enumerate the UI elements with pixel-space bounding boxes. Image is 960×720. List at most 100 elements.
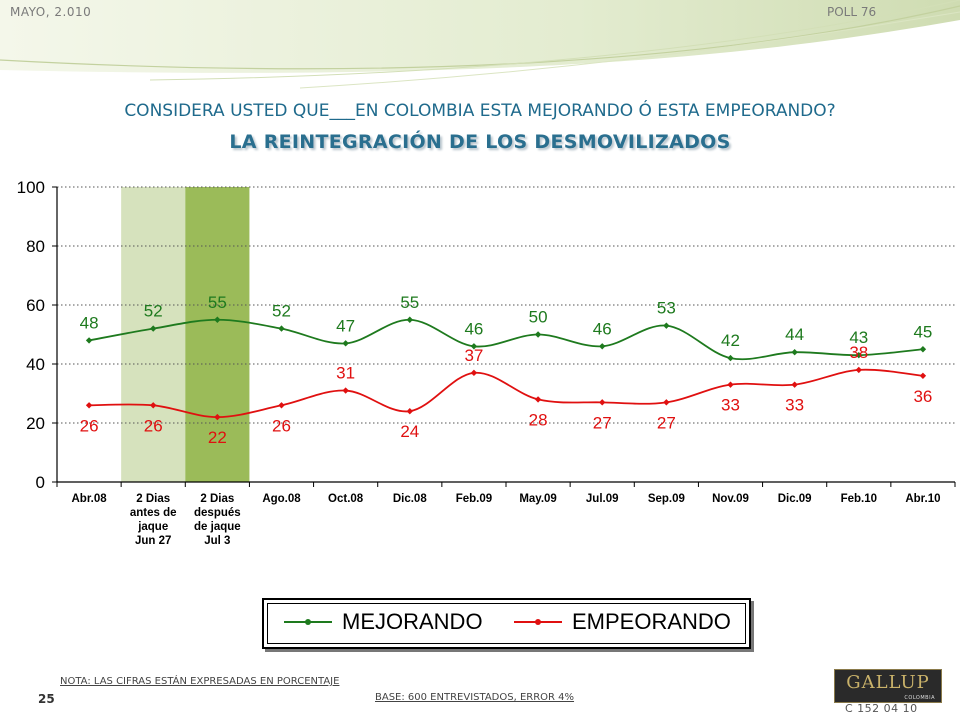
data-label-mejorando: 46: [464, 319, 483, 338]
data-label-mejorando: 42: [721, 331, 740, 350]
data-point-empeorando: [150, 402, 157, 409]
x-tick-label: Oct.08: [328, 493, 364, 505]
x-tick-label: Abr.08: [71, 493, 107, 505]
data-label-empeorando: 27: [593, 413, 612, 432]
data-point-mejorando: [599, 343, 606, 350]
data-label-mejorando: 52: [144, 302, 163, 321]
data-point-mejorando: [727, 354, 734, 362]
x-tick-label: Feb.09: [456, 493, 492, 505]
note-text: NOTA: LAS CIFRAS ESTÁN EXPRESADAS EN POR…: [60, 676, 340, 687]
document-code: C 152 04 10: [845, 702, 918, 715]
header-date: MAYO, 2.010: [10, 5, 92, 19]
data-label-empeorando: 31: [336, 364, 355, 383]
x-tick-label: después: [194, 507, 241, 519]
data-label-empeorando: 26: [80, 416, 99, 435]
gallup-logo: GALLUP COLOMBIA: [834, 669, 942, 703]
data-point-empeorando: [406, 408, 413, 415]
data-point-empeorando: [727, 381, 734, 388]
data-label-mejorando: 55: [208, 293, 227, 312]
x-tick-label: Feb.10: [841, 493, 877, 505]
data-point-mejorando: [214, 316, 221, 323]
header-poll: POLL 76: [827, 5, 877, 19]
data-point-empeorando: [663, 399, 670, 406]
legend-mejorando-marker: [284, 619, 332, 625]
legend-mejorando-label: MEJORANDO: [342, 609, 483, 634]
data-label-mejorando: 43: [849, 328, 868, 347]
x-tick-label: Ago.08: [262, 493, 301, 505]
data-point-mejorando: [534, 331, 542, 338]
legend-empeorando-label: EMPEORANDO: [572, 609, 731, 634]
data-point-mejorando: [663, 322, 670, 329]
x-tick-label: Dic.09: [778, 493, 812, 505]
legend-empeorando-marker: [514, 619, 562, 625]
x-tick-label: Abr.10: [905, 493, 940, 505]
data-label-mejorando: 55: [400, 293, 419, 312]
data-label-mejorando: 44: [785, 325, 804, 344]
data-point-empeorando: [599, 399, 606, 406]
line-chart: 0 20 40 60 80 100 Abr.08 2 Dias antes de jaque Jun…: [17, 178, 956, 547]
y-tick-label: 0: [36, 473, 45, 492]
data-label-empeorando: 33: [721, 396, 740, 415]
y-tick-label: 20: [26, 414, 45, 433]
header-swoosh: [0, 0, 960, 89]
data-label-empeorando: 24: [400, 422, 419, 441]
data-point-empeorando: [342, 387, 349, 394]
legend-inner-frame: [267, 603, 746, 644]
series-line-mejorando: [88, 318, 924, 361]
logo-subtext: COLOMBIA: [904, 695, 935, 701]
x-tick-label: Jul 3: [204, 535, 230, 547]
highlight-band-1: [185, 187, 250, 482]
data-point-mejorando: [791, 349, 798, 356]
data-label-empeorando: 28: [529, 410, 548, 429]
y-tick-label: 40: [26, 355, 45, 374]
data-label-mejorando: 48: [80, 313, 99, 332]
x-tick-label: Sep.09: [648, 493, 685, 505]
chart-legend: MEJORANDO EMPEORANDO: [262, 598, 751, 649]
data-point-empeorando: [534, 396, 542, 403]
data-point-empeorando: [278, 402, 285, 409]
x-tick-label: jaque: [137, 521, 168, 533]
data-point-empeorando: [791, 381, 798, 388]
data-point-empeorando: [855, 366, 862, 374]
data-label-empeorando: 33: [785, 396, 804, 415]
data-label-mejorando: 53: [657, 299, 676, 318]
data-point-mejorando: [855, 351, 862, 359]
data-point-empeorando: [919, 372, 927, 379]
page-number: 25: [38, 692, 55, 706]
x-tick-label: 2 Dias: [200, 493, 234, 505]
data-label-mejorando: 50: [529, 308, 548, 327]
data-label-empeorando: 26: [144, 416, 163, 435]
x-tick-label: May.09: [519, 493, 557, 505]
data-label-mejorando: 45: [913, 322, 932, 341]
question-title: CONSIDERA USTED QUE___EN COLOMBIA ESTA M…: [124, 101, 836, 121]
x-tick-label: Jul.09: [586, 493, 619, 505]
x-tick-label: antes de: [130, 507, 177, 519]
x-tick-label: Nov.09: [712, 493, 749, 505]
data-point-empeorando: [85, 402, 93, 409]
data-label-empeorando: 38: [849, 343, 868, 362]
data-point-mejorando: [278, 325, 285, 332]
data-label-mejorando: 52: [272, 302, 291, 321]
data-label-empeorando: 27: [657, 413, 676, 432]
series-line-empeorando: [89, 368, 924, 419]
y-tick-label: 100: [17, 178, 45, 197]
x-tick-label: 2 Dias: [136, 493, 170, 505]
data-label-empeorando: 37: [464, 346, 483, 365]
data-label-empeorando: 26: [272, 416, 291, 435]
x-tick-label: Dic.08: [393, 493, 427, 505]
data-label-mejorando: 47: [336, 316, 355, 335]
data-point-mejorando: [470, 343, 478, 350]
data-point-mejorando: [406, 316, 413, 323]
y-tick-label: 80: [26, 237, 45, 256]
data-point-mejorando: [342, 340, 349, 347]
subject-title: LA REINTEGRACIÓN DE LOS DESMOVILIZADOS: [229, 131, 731, 153]
x-tick-label: de jaque: [194, 521, 241, 533]
base-text: BASE: 600 ENTREVISTADOS, ERROR 4%: [375, 692, 575, 703]
y-tick-label: 60: [26, 296, 45, 315]
data-point-empeorando: [214, 413, 221, 421]
highlight-band-0: [121, 187, 186, 482]
data-point-mejorando: [919, 346, 927, 353]
data-point-empeorando: [470, 369, 478, 377]
x-tick-label: Jun 27: [135, 535, 171, 547]
logo-wordmark: GALLUP: [846, 672, 930, 693]
